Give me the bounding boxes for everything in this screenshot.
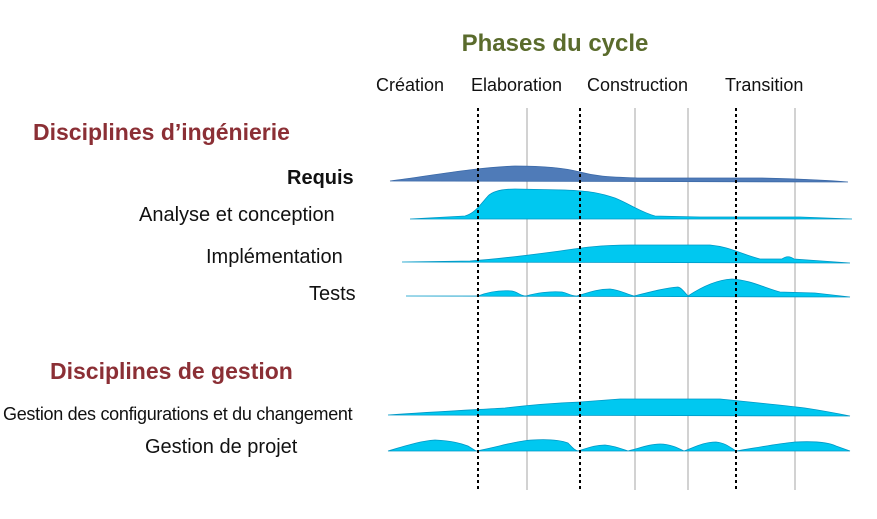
phase-creation: Création <box>376 75 445 95</box>
analyse-workflow <box>409 188 853 220</box>
section-management: Disciplines de gestion <box>50 358 293 384</box>
phase-transition: Transition <box>725 75 804 95</box>
section-engineering: Disciplines d’ingénierie <box>33 119 290 145</box>
discipline-analyse: Analyse et conception <box>139 204 335 226</box>
diagram-title: Phases du cycle <box>461 30 649 57</box>
phase-elaboration: Elaboration <box>471 75 563 95</box>
discipline-tests: Tests <box>309 283 356 305</box>
phase-construction: Construction <box>587 75 689 95</box>
requis-workflow <box>389 165 849 183</box>
discipline-implementation: Implémentation <box>206 246 343 268</box>
discipline-requis: Requis <box>287 167 354 189</box>
configurations-workflow <box>387 398 851 417</box>
phase-boundaries <box>477 108 737 490</box>
discipline-configurations: Gestion des configurations et du changem… <box>3 404 353 424</box>
implementation-workflow <box>401 244 851 264</box>
iteration-lines <box>526 108 796 490</box>
projet-workflow <box>387 439 851 452</box>
tests-workflow <box>405 278 851 298</box>
discipline-projet: Gestion de projet <box>145 436 298 458</box>
